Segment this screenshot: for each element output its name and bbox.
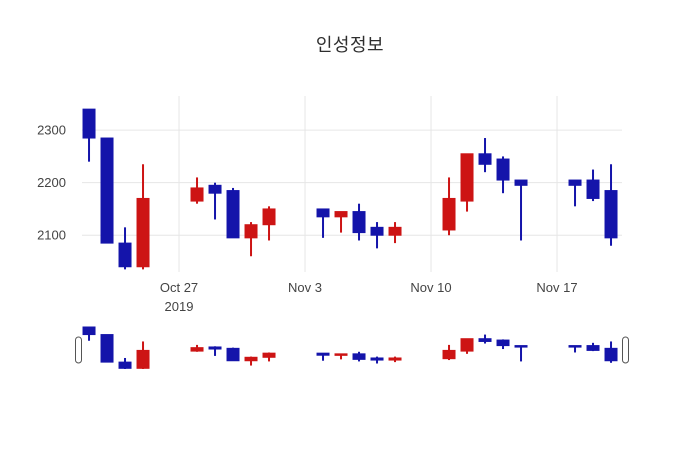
candle-body-mini bbox=[568, 345, 582, 348]
candle-body[interactable] bbox=[478, 153, 492, 165]
candle-body[interactable] bbox=[100, 137, 114, 244]
candle-body-mini bbox=[370, 357, 384, 361]
x-tick-label: Nov 17 bbox=[536, 280, 577, 295]
candle-body[interactable] bbox=[316, 208, 330, 218]
candle-body[interactable] bbox=[262, 208, 276, 226]
candle-body[interactable] bbox=[118, 242, 132, 268]
y-tick-label: 2100 bbox=[37, 228, 66, 243]
candle-body[interactable] bbox=[604, 190, 618, 239]
candle-body-mini bbox=[316, 352, 330, 356]
candle-body-mini bbox=[514, 345, 528, 348]
candle-body[interactable] bbox=[442, 197, 456, 231]
x-tick-label: Nov 10 bbox=[410, 280, 451, 295]
candle-body-mini bbox=[244, 356, 258, 362]
candle-body[interactable] bbox=[190, 187, 204, 202]
candle-body[interactable] bbox=[370, 226, 384, 236]
candle-body[interactable] bbox=[352, 211, 366, 234]
candle-body-mini bbox=[334, 353, 348, 356]
candle-body-mini bbox=[262, 352, 276, 358]
rangeslider-track[interactable] bbox=[82, 325, 622, 371]
candle-body-mini bbox=[208, 346, 222, 350]
candle-body-mini bbox=[226, 347, 240, 362]
rangeslider-right-handle[interactable] bbox=[622, 336, 629, 364]
candle-body-mini bbox=[460, 338, 474, 352]
candle-body[interactable] bbox=[496, 158, 510, 181]
candle-body[interactable] bbox=[82, 108, 96, 139]
x-tick-sublabel: 2019 bbox=[165, 299, 194, 314]
candle-body[interactable] bbox=[586, 179, 600, 199]
candle-body[interactable] bbox=[208, 184, 222, 194]
candle-body[interactable] bbox=[226, 190, 240, 239]
candle-body-mini bbox=[118, 361, 132, 369]
candle-body[interactable] bbox=[460, 153, 474, 202]
candle-body-mini bbox=[100, 334, 114, 363]
candle-body-mini bbox=[352, 353, 366, 360]
candle-body[interactable] bbox=[136, 197, 150, 268]
candle-body[interactable] bbox=[514, 179, 528, 186]
y-tick-label: 2200 bbox=[37, 175, 66, 190]
candle-body-mini bbox=[442, 349, 456, 360]
rangeslider-left-handle[interactable] bbox=[75, 336, 82, 364]
candle-body-mini bbox=[586, 345, 600, 351]
x-tick-label: Nov 3 bbox=[288, 280, 322, 295]
chart-title: 인성정보 bbox=[315, 35, 385, 55]
candle-body[interactable] bbox=[568, 179, 582, 186]
candle-body-mini bbox=[478, 338, 492, 342]
y-tick-label: 2300 bbox=[37, 123, 66, 138]
candle-body[interactable] bbox=[388, 226, 402, 236]
candle-body-mini bbox=[388, 357, 402, 361]
candle-body-mini bbox=[190, 347, 204, 352]
candle-body-mini bbox=[136, 349, 150, 369]
candle-body-mini bbox=[496, 339, 510, 347]
candle-body[interactable] bbox=[334, 211, 348, 218]
candle-body-mini bbox=[82, 326, 96, 336]
candle-body[interactable] bbox=[244, 224, 258, 239]
candle-body-mini bbox=[604, 347, 618, 362]
x-tick-label: Oct 27 bbox=[160, 280, 198, 295]
